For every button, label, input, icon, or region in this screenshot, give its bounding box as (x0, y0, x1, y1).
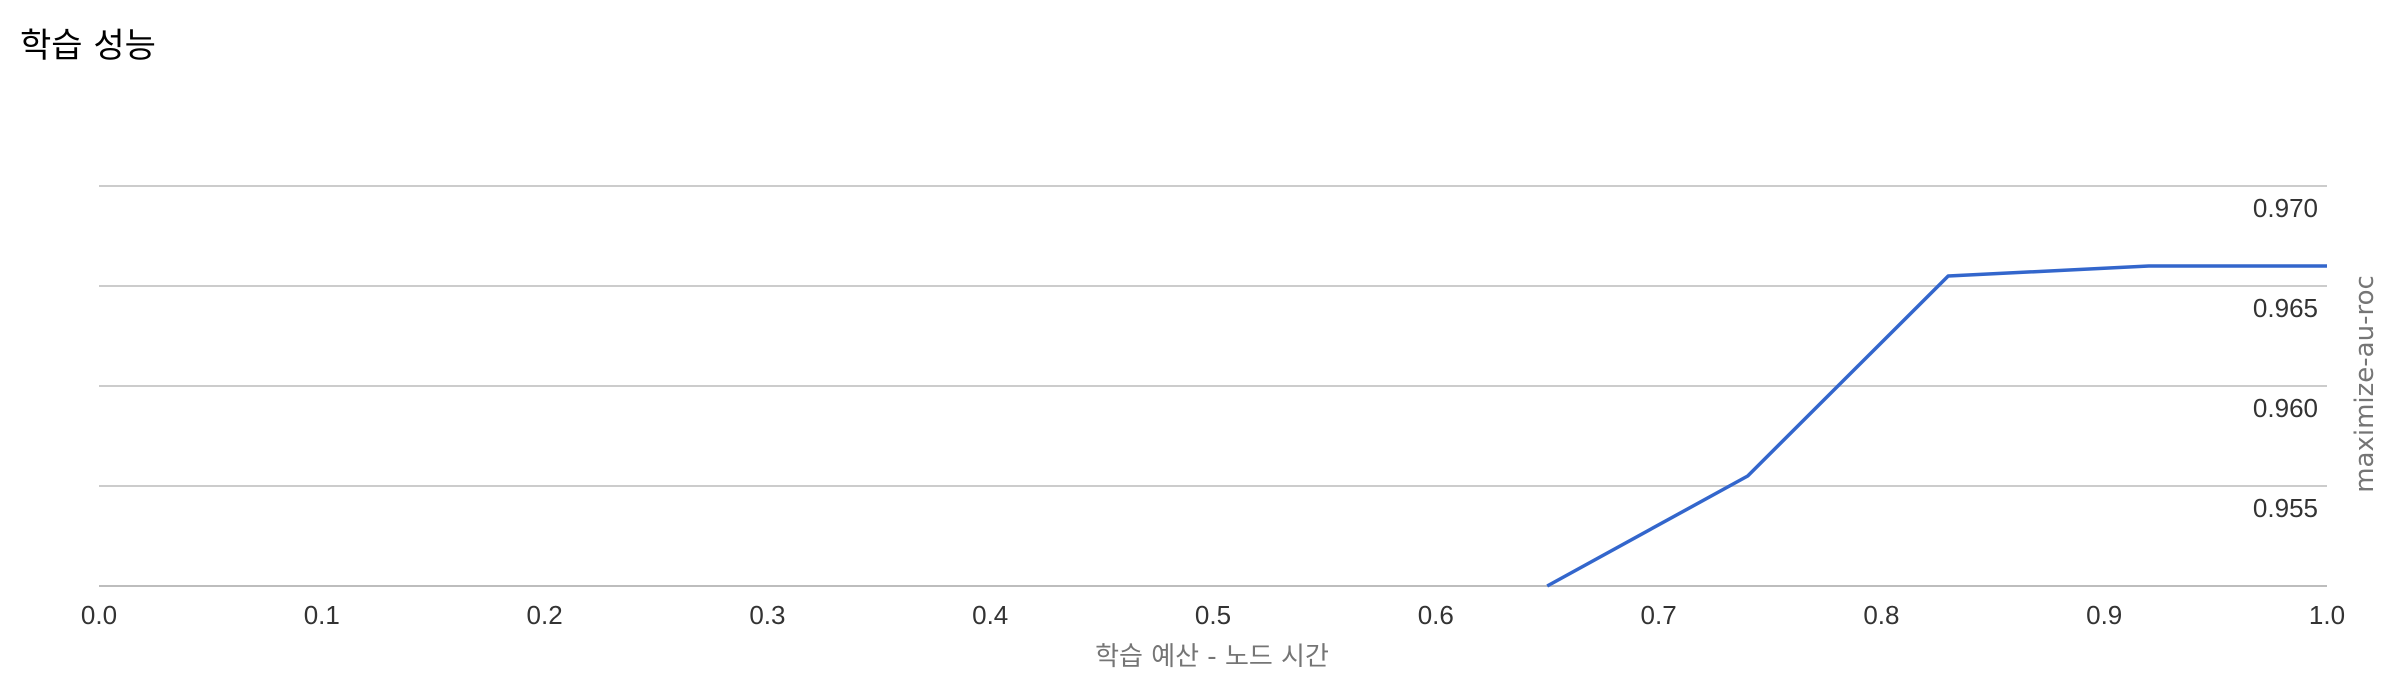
x-tick-label: 0.3 (749, 600, 785, 630)
x-tick-label: 0.1 (304, 600, 340, 630)
x-tick-label: 0.7 (1641, 600, 1677, 630)
x-tick-label: 0.4 (972, 600, 1008, 630)
series-line (1546, 264, 2327, 588)
x-tick-label: 1.0 (2309, 600, 2345, 630)
x-tick-label: 0.9 (2086, 600, 2122, 630)
x-tick-label: 0.5 (1195, 600, 1231, 630)
x-axis-ticks: 0.0 0.1 0.2 0.3 0.4 0.5 0.6 0.7 0.8 0.9 1.0 (81, 600, 2345, 630)
series-lines (1546, 264, 2327, 588)
y-tick-label: 0.955 (2253, 493, 2318, 523)
y-tick-label: 0.970 (2253, 193, 2318, 223)
x-axis-title: 학습 예산 - 노드 시간 (1095, 642, 1329, 672)
y-tick-label: 0.960 (2253, 393, 2318, 423)
x-tick-label: 0.6 (1418, 600, 1454, 630)
x-tick-label: 0.0 (81, 600, 117, 630)
y-axis-ticks: 0.955 0.960 0.965 0.970 (2253, 193, 2318, 523)
x-tick-label: 0.2 (527, 600, 563, 630)
page-title: 학습 성능 (20, 26, 156, 66)
x-tick-label: 0.8 (1863, 600, 1899, 630)
y-axis-title: maximize-au-roc (2350, 275, 2380, 493)
gridlines (99, 185, 2327, 587)
y-tick-label: 0.965 (2253, 293, 2318, 323)
